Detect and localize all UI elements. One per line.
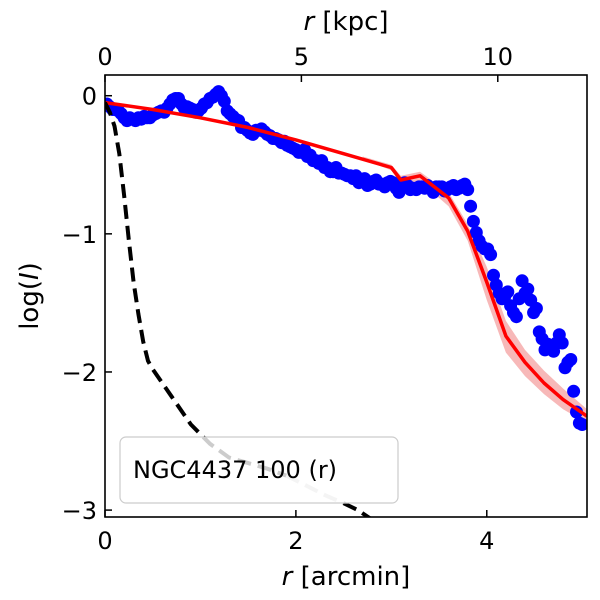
x-tick-label: 0 xyxy=(97,527,112,555)
legend: NGC4437 100 (r) xyxy=(119,436,399,504)
x-axis-title-var: r xyxy=(282,562,295,592)
legend-box xyxy=(119,436,399,504)
model-uncertainty-band xyxy=(362,156,587,424)
axis-tick-labels: 0 2 40−1−2−30 5 10 xyxy=(62,43,513,555)
axes-frame xyxy=(104,74,588,518)
top-x-axis-title-unit: [kpc] xyxy=(314,7,388,37)
data-point xyxy=(501,285,515,299)
y-tick-label: −2 xyxy=(62,359,97,387)
top-x-tick-label: 10 xyxy=(483,43,514,71)
y-axis-title-suffix: ) xyxy=(15,262,45,272)
x-axis-title-unit: [arcmin] xyxy=(292,562,410,592)
data-points xyxy=(105,85,587,431)
x-tick-label: 2 xyxy=(288,527,303,555)
top-x-tick-label: 5 xyxy=(294,43,309,71)
data-point xyxy=(575,418,587,431)
data-point xyxy=(461,183,475,197)
data-point xyxy=(466,214,480,228)
legend-label: NGC4437 100 (r) xyxy=(133,456,337,484)
top-x-axis-title-var: r xyxy=(303,7,316,37)
y-axis-title-prefix: log( xyxy=(15,280,45,330)
y-tick-label: −3 xyxy=(62,497,97,525)
plot-area xyxy=(105,85,587,517)
top-x-axis-title: r [kpc] xyxy=(303,7,388,37)
y-tick-label: −1 xyxy=(62,221,97,249)
data-point xyxy=(567,384,581,398)
data-point xyxy=(521,282,535,296)
data-point xyxy=(464,199,478,213)
y-tick-label: 0 xyxy=(82,83,97,111)
y-axis-title-var: I xyxy=(15,272,45,280)
data-point xyxy=(509,310,523,324)
y-axis-title: log(I) xyxy=(15,262,45,330)
data-point xyxy=(529,301,543,315)
data-point xyxy=(564,353,578,366)
model-fit-line xyxy=(105,100,587,418)
top-x-tick-label: 0 xyxy=(97,43,112,71)
data-point xyxy=(484,248,498,262)
x-axis-title: r [arcmin] xyxy=(282,562,411,592)
axis-ticks xyxy=(104,75,499,517)
data-point xyxy=(555,336,569,350)
psf-dashed-line xyxy=(105,101,287,478)
x-tick-label: 4 xyxy=(479,527,494,555)
